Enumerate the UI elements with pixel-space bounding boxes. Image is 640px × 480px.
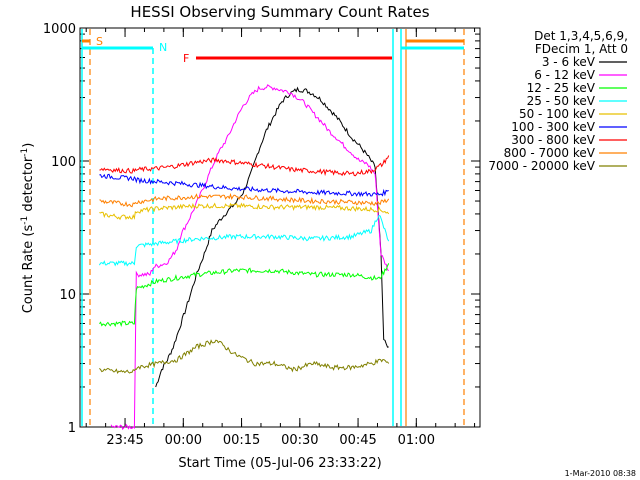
- series-line-7: [99, 192, 390, 208]
- series-line-6: [99, 155, 390, 177]
- legend-label-4: 50 - 100 keV: [519, 107, 596, 121]
- legend-label-0: 3 - 6 keV: [542, 55, 596, 69]
- y-axis-label-sup: -1: [20, 216, 30, 225]
- chart-title: HESSI Observing Summary Count Rates: [130, 3, 429, 21]
- series-lines: [98, 84, 390, 431]
- legend: Det 1,3,4,5,6,9, FDecim 1, Att 0 3 - 6 k…: [488, 29, 628, 173]
- series-line-1: [110, 84, 389, 431]
- footer-timestamp: 1-Mar-2010 08:38: [565, 469, 636, 478]
- y-ticks: 1 10 100 1000: [43, 22, 480, 436]
- x-tick-label-4: 00:45: [339, 433, 376, 448]
- legend-label-1: 6 - 12 keV: [534, 68, 596, 82]
- y-axis-label-main: Count Rate (s: [21, 225, 36, 314]
- y-tick-label-2: 100: [51, 155, 76, 170]
- legend-label-2: 12 - 25 keV: [527, 81, 596, 95]
- y-axis-label-end: ): [21, 143, 36, 148]
- x-tick-label-0: 23:45: [106, 433, 143, 448]
- y-tick-label-3: 1000: [43, 22, 76, 37]
- marker-lines: S N F: [81, 29, 465, 426]
- y-tick-label-0: 1: [68, 421, 76, 436]
- legend-label-7: 800 - 7000 keV: [504, 146, 596, 160]
- x-axis-label: Start Time (05-Jul-06 23:33:22): [178, 456, 381, 471]
- y-axis-label-sup2: -1: [20, 148, 30, 157]
- legend-label-3: 25 - 50 keV: [527, 94, 596, 108]
- series-line-5: [99, 173, 389, 198]
- series-line-3: [98, 214, 390, 267]
- series-line-4: [99, 202, 390, 221]
- x-tick-label-5: 01:00: [398, 433, 435, 448]
- x-tick-label-2: 00:15: [223, 433, 260, 448]
- legend-label-8: 7000 - 20000 keV: [488, 159, 595, 173]
- legend-header-2: FDecim 1, Att 0: [535, 42, 628, 56]
- legend-label-6: 300 - 800 keV: [511, 133, 595, 147]
- x-ticks: 23:45 00:00 00:15 00:30 00:45 01:00: [85, 28, 476, 448]
- legend-header-1: Det 1,3,4,5,6,9,: [534, 29, 628, 43]
- s-marker-label: S: [96, 35, 103, 48]
- legend-label-5: 100 - 300 keV: [511, 120, 595, 134]
- series-line-8: [99, 339, 390, 374]
- n-marker-label: N: [159, 41, 167, 54]
- series-line-0: [155, 86, 389, 388]
- f-marker-label: F: [183, 52, 189, 65]
- y-tick-label-1: 10: [59, 288, 76, 303]
- y-axis-label: Count Rate (s-1 detector-1): [20, 143, 36, 314]
- x-tick-label-1: 00:00: [165, 433, 202, 448]
- y-axis-label-mid: detector: [21, 156, 36, 216]
- series-line-2: [99, 263, 390, 328]
- x-tick-label-3: 00:30: [281, 433, 318, 448]
